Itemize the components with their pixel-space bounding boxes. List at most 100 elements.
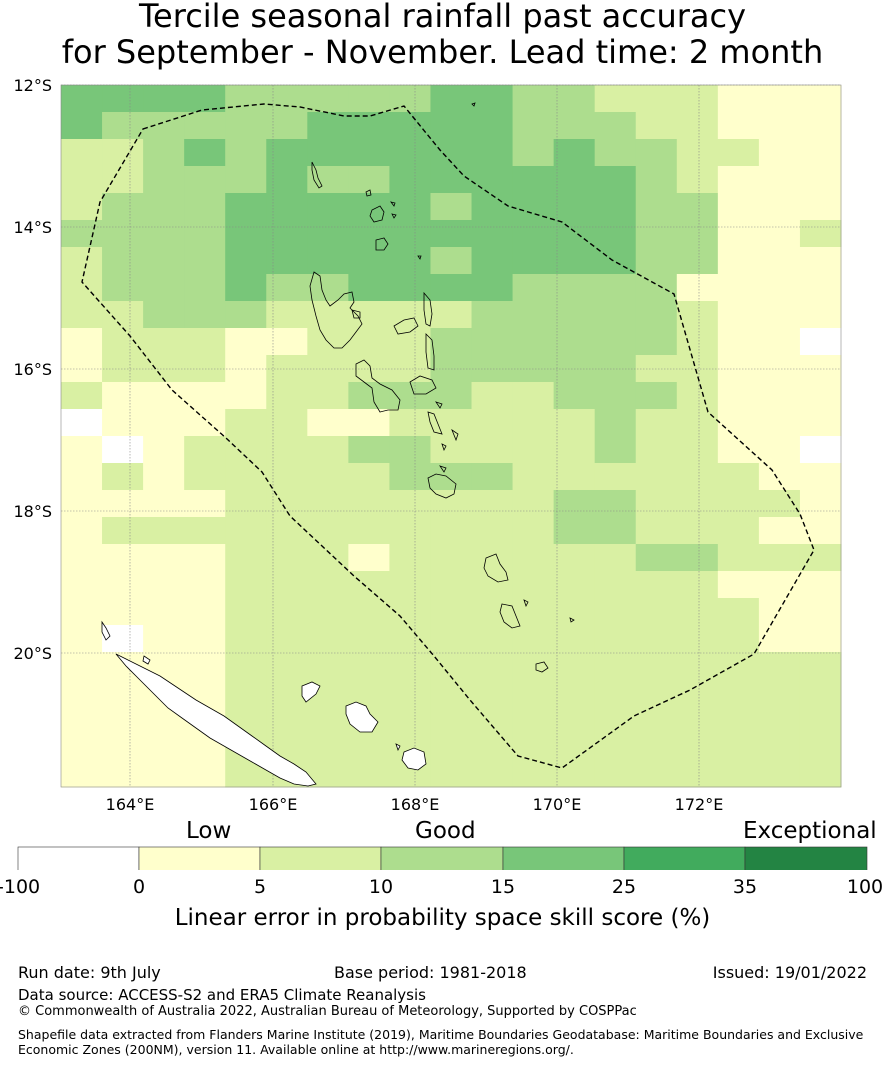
skill-cell [717, 301, 760, 329]
skill-cell [266, 544, 308, 572]
skill-cell [348, 733, 390, 761]
skill-cell [348, 490, 390, 518]
skill-cell [184, 760, 226, 788]
skill-cell [512, 220, 555, 248]
skill-cell [225, 598, 267, 626]
skill-cell [225, 409, 267, 437]
skill-cell [635, 112, 678, 140]
island-ambrym [409, 375, 437, 395]
skill-cell [143, 625, 185, 653]
skill-cell [348, 274, 390, 302]
skill-cell [594, 544, 637, 572]
skill-cell [225, 544, 267, 572]
skill-cell [184, 193, 226, 221]
skill-cell [184, 382, 226, 410]
skill-cell [512, 706, 555, 734]
skill-cell [553, 490, 596, 518]
skill-cell [553, 463, 596, 491]
skill-cell [799, 112, 842, 140]
skill-cell [266, 436, 308, 464]
skill-cell [389, 274, 431, 302]
skill-cell [717, 679, 760, 707]
skill-cell [102, 247, 144, 275]
skill-cell [758, 139, 801, 167]
skill-cell [102, 274, 144, 302]
skill-cell [676, 409, 719, 437]
skill-cell [512, 112, 555, 140]
skill-cell [799, 679, 842, 707]
skill-cell [348, 166, 390, 194]
skill-cell [307, 274, 349, 302]
colorbar-tick: -100 [0, 876, 41, 898]
skill-cell [348, 85, 390, 113]
island-small-a [365, 189, 372, 197]
skill-cell [102, 733, 144, 761]
skill-cell [512, 139, 555, 167]
skill-cell [635, 328, 678, 356]
skill-cell [512, 301, 555, 329]
skill-cell [799, 733, 842, 761]
skill-cell [758, 247, 801, 275]
skill-cell [430, 463, 473, 491]
skill-cell [348, 382, 390, 410]
skill-cell [758, 517, 801, 545]
skill-cell [717, 409, 760, 437]
skill-cell [266, 463, 308, 491]
longitude-labels: 164°E 166°E 168°E 170°E 172°E [106, 795, 724, 814]
skill-cell [307, 193, 349, 221]
skill-cell [758, 85, 801, 113]
map-title-line1: Tercile seasonal rainfall past accuracy [138, 0, 747, 35]
skill-cell [594, 436, 637, 464]
skill-cell [512, 598, 555, 626]
skill-cell [758, 301, 801, 329]
skill-cell [635, 274, 678, 302]
skill-cell [348, 220, 390, 248]
skill-cell [143, 328, 185, 356]
colorbar-segment [380, 846, 504, 870]
skill-cell [184, 220, 226, 248]
skill-cell [594, 112, 637, 140]
skill-cell [102, 301, 144, 329]
skill-cell [635, 625, 678, 653]
skill-cell [553, 301, 596, 329]
skill-cell [143, 544, 185, 572]
skill-cell [143, 85, 185, 113]
skill-cell [184, 139, 226, 167]
skill-cell [307, 652, 349, 680]
skill-cell [61, 733, 103, 761]
skill-cell [594, 652, 637, 680]
skill-cell [102, 490, 144, 518]
skill-cell [143, 139, 185, 167]
skill-cell [389, 571, 431, 599]
skill-cell [430, 166, 473, 194]
skill-cell [348, 139, 390, 167]
skill-cell [266, 706, 308, 734]
island-malo [351, 309, 361, 319]
skill-cell [184, 571, 226, 599]
skill-cell [430, 382, 473, 410]
colorbar-tick: 15 [490, 876, 516, 898]
skill-cell [635, 490, 678, 518]
skill-cell [225, 679, 267, 707]
skill-cell [717, 436, 760, 464]
skill-cell [594, 247, 637, 275]
skill-cell [799, 463, 842, 491]
skill-cell [266, 220, 308, 248]
skill-cell [553, 571, 596, 599]
colorbar-category-exceptional: Exceptional [743, 818, 877, 844]
skill-cell [676, 652, 719, 680]
skill-cell [635, 301, 678, 329]
skill-cell [594, 193, 637, 221]
island-pentecost [425, 333, 435, 371]
skill-cell [389, 409, 431, 437]
island-north [471, 102, 476, 107]
skill-cell [307, 301, 349, 329]
skill-cell [61, 328, 103, 356]
skill-cell [225, 652, 267, 680]
skill-cell [389, 544, 431, 572]
island-futuna [569, 617, 575, 623]
skill-cell [471, 166, 514, 194]
skill-cell [717, 733, 760, 761]
skill-cell [471, 544, 514, 572]
skill-cell [225, 463, 267, 491]
